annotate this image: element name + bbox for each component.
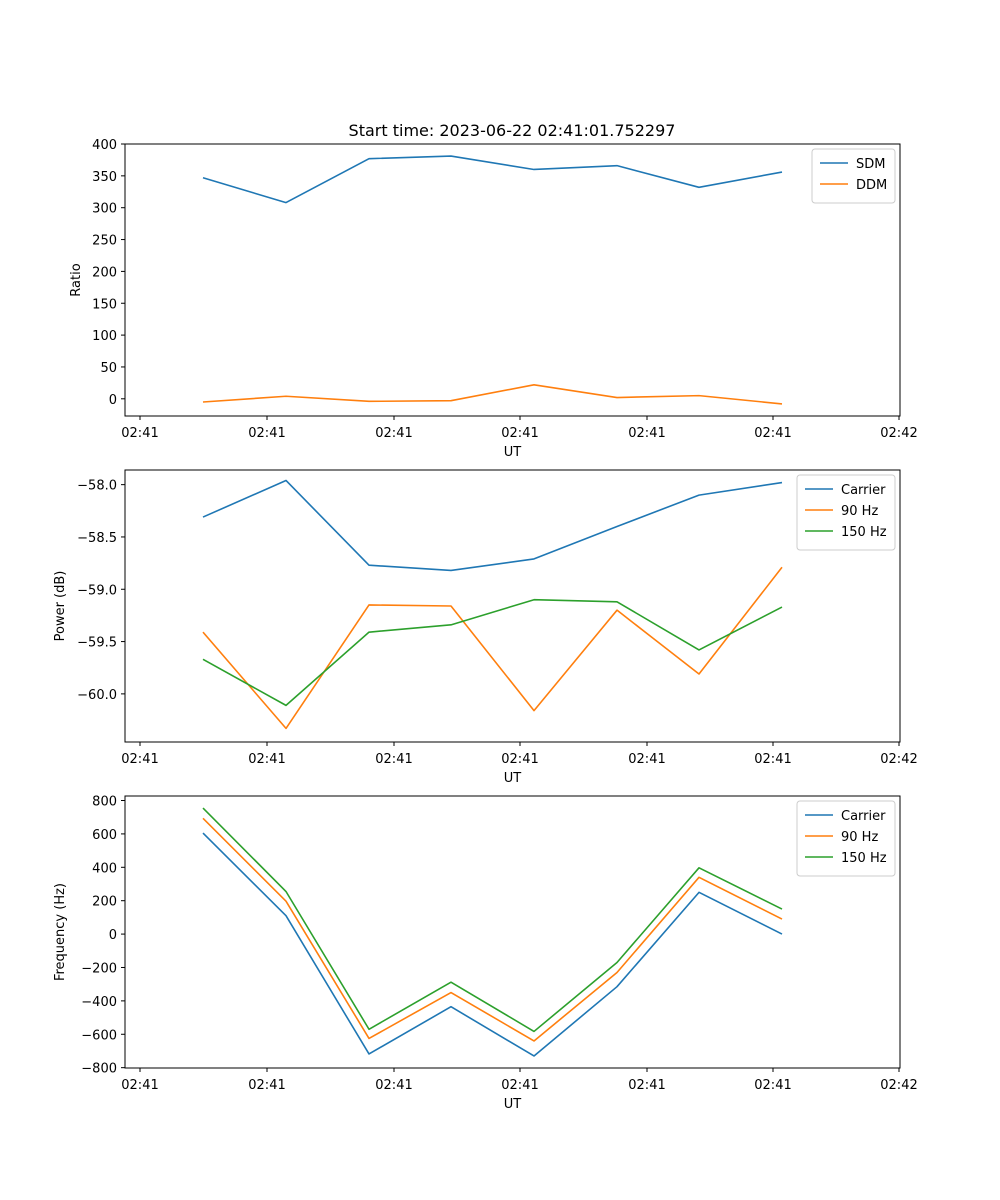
legend-label: 150 Hz bbox=[841, 851, 887, 866]
y-tick-label: 200 bbox=[92, 265, 117, 280]
legend: Carrier 90 Hz 150 Hz bbox=[796, 474, 896, 551]
x-tick-label: 02:41 bbox=[754, 1078, 791, 1093]
y-tick-label: −58.5 bbox=[77, 531, 117, 546]
y-tick-label: 350 bbox=[92, 170, 117, 185]
legend: Carrier 90 Hz 150 Hz bbox=[796, 800, 896, 877]
x-tick-label: 02:41 bbox=[501, 752, 538, 767]
x-tick-label: 02:41 bbox=[121, 752, 158, 767]
y-axis-label: Ratio bbox=[69, 263, 84, 296]
figure-title: Start time: 2023-06-22 02:41:01.752297 bbox=[349, 121, 676, 140]
plot-frame bbox=[124, 143, 901, 417]
x-axis-label: UT bbox=[504, 445, 522, 460]
y-axis-label: Power (dB) bbox=[53, 571, 68, 642]
x-tick-label: 02:41 bbox=[628, 426, 665, 441]
y-tick-label: 800 bbox=[92, 795, 117, 810]
x-tick-label: 02:41 bbox=[754, 752, 791, 767]
x-tick-label: 02:42 bbox=[880, 752, 917, 767]
y-tick-label: −58.0 bbox=[77, 479, 117, 494]
y-tick-label: −59.0 bbox=[77, 583, 117, 598]
legend-label: 90 Hz bbox=[841, 504, 878, 519]
x-tick-label: 02:41 bbox=[501, 1078, 538, 1093]
x-tick-label: 02:41 bbox=[628, 1078, 665, 1093]
y-tick-label: −400 bbox=[81, 995, 117, 1010]
legend-label: DDM bbox=[856, 178, 887, 193]
x-tick-label: 02:41 bbox=[121, 1078, 158, 1093]
legend-label: Carrier bbox=[841, 483, 886, 498]
chart-panel-2: −60.0 −59.5 −59.0 −58.5 −58.0 02:41 02:41 02:41… bbox=[53, 469, 918, 786]
legend-label: Carrier bbox=[841, 809, 886, 824]
y-tick-label: 400 bbox=[92, 861, 117, 876]
y-tick-label: −800 bbox=[81, 1062, 117, 1077]
y-axis-label: Frequency (Hz) bbox=[53, 883, 68, 981]
x-tick-label: 02:41 bbox=[121, 426, 158, 441]
y-tick-label: 0 bbox=[109, 928, 117, 943]
legend: SDM DDM bbox=[811, 148, 896, 204]
y-tick-label: 50 bbox=[100, 361, 117, 376]
y-tick-label: 400 bbox=[92, 138, 117, 153]
x-tick-label: 02:41 bbox=[501, 426, 538, 441]
x-axis-label: UT bbox=[504, 771, 522, 786]
y-tick-label: −60.0 bbox=[77, 688, 117, 703]
x-tick-label: 02:42 bbox=[880, 1078, 917, 1093]
x-tick-label: 02:41 bbox=[375, 752, 412, 767]
x-axis-label: UT bbox=[504, 1097, 522, 1112]
x-tick-label: 02:41 bbox=[248, 426, 285, 441]
x-tick-label: 02:41 bbox=[754, 426, 791, 441]
series-line-90-hz bbox=[202, 566, 783, 730]
y-tick-label: 150 bbox=[92, 297, 117, 312]
y-tick-label: 100 bbox=[92, 329, 117, 344]
y-tick-label: 300 bbox=[92, 202, 117, 217]
series-line-ddm bbox=[202, 383, 783, 405]
x-tick-label: 02:41 bbox=[375, 1078, 412, 1093]
x-tick-label: 02:41 bbox=[375, 426, 412, 441]
chart-panel-3: −800 −600 −400 −200 0 200 400 600 800 02:41 02:41 0… bbox=[53, 795, 918, 1112]
series-line-150-hz bbox=[202, 807, 783, 1033]
y-tick-label: 250 bbox=[92, 234, 117, 249]
series-line-90-hz bbox=[202, 817, 783, 1042]
x-tick-label: 02:41 bbox=[628, 752, 665, 767]
plot-frame bbox=[124, 469, 901, 743]
plot-frame bbox=[124, 795, 901, 1069]
panels: 0 50 100 150 200 250 300 350 400 02:41 02:41 02:41 0… bbox=[53, 138, 918, 1112]
y-tick-label: −200 bbox=[81, 961, 117, 976]
y-tick-label: 0 bbox=[109, 393, 117, 408]
series-line-carrier bbox=[202, 479, 783, 572]
y-tick-label: −600 bbox=[81, 1028, 117, 1043]
y-tick-label: 200 bbox=[92, 895, 117, 910]
chart-panel-1: 0 50 100 150 200 250 300 350 400 02:41 02:41 02:41 0… bbox=[69, 138, 918, 460]
x-tick-label: 02:41 bbox=[248, 1078, 285, 1093]
y-tick-label: −59.5 bbox=[77, 636, 117, 651]
legend-label: 150 Hz bbox=[841, 525, 887, 540]
x-tick-label: 02:41 bbox=[248, 752, 285, 767]
series-line-sdm bbox=[202, 155, 783, 204]
y-tick-label: 600 bbox=[92, 828, 117, 843]
x-tick-label: 02:42 bbox=[880, 426, 917, 441]
series-line-carrier bbox=[202, 832, 783, 1057]
series-line-150-hz bbox=[202, 598, 783, 707]
legend-label: 90 Hz bbox=[841, 830, 878, 845]
legend-label: SDM bbox=[856, 157, 885, 172]
